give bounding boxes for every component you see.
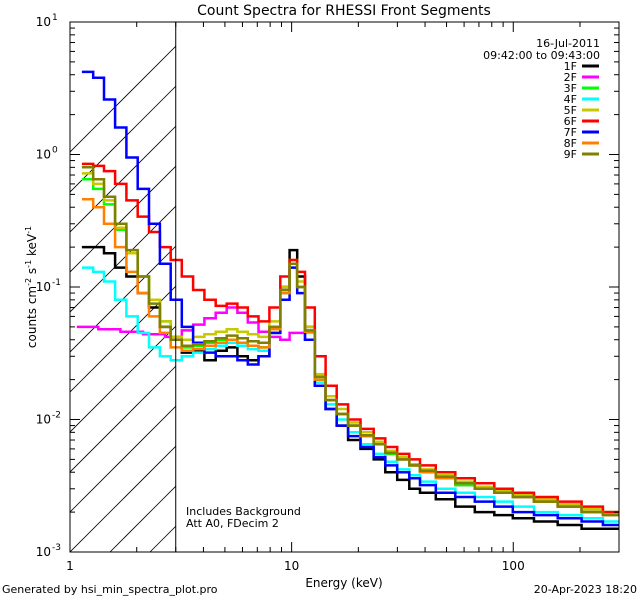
series-group: [76, 70, 619, 530]
x-tick-label: 100: [502, 559, 525, 573]
hatched-region: [70, 22, 619, 552]
footer-generator: Generated by hsi_min_spectra_plot.pro: [2, 583, 218, 596]
legend-label-4f: 4F: [564, 93, 577, 106]
legend-label-2f: 2F: [564, 71, 577, 84]
legend-label-6f: 6F: [564, 115, 577, 128]
footer-timestamp: 20-Apr-2023 18:20: [533, 583, 637, 596]
y-tick-label: 10: [36, 413, 51, 427]
y-tick-exponent: -3: [52, 543, 61, 553]
axis-ticks: [69, 22, 620, 553]
y-tick-exponent: 1: [52, 13, 58, 23]
series-9f: [81, 166, 619, 517]
annotation-attenuator: Att A0, FDecim 2: [186, 517, 279, 530]
y-tick-exponent: -1: [52, 278, 61, 288]
hatch-line: [70, 22, 241, 193]
x-tick-label: 10: [284, 559, 299, 573]
chart-title: Count Spectra for RHESSI Front Segments: [197, 3, 491, 19]
y-tick-label: 10: [36, 545, 51, 559]
legend-label-5f: 5F: [564, 104, 577, 117]
y-tick-exponent: 0: [52, 146, 58, 156]
time-range-label: 09:42:00 to 09:43:00: [483, 49, 600, 62]
legend-label-1f: 1F: [564, 60, 577, 73]
x-tick-label: 1: [66, 559, 74, 573]
legend-label-3f: 3F: [564, 82, 577, 95]
x-tick-labels: 1 10 100: [66, 559, 525, 573]
y-tick-exponent: -2: [52, 411, 61, 421]
legend-label-9f: 9F: [564, 148, 577, 161]
x-axis-label: Energy (keV): [305, 576, 382, 590]
annotation-background: Includes Background: [186, 505, 301, 518]
y-tick-label: 10: [36, 280, 51, 294]
legend-label-8f: 8F: [564, 137, 577, 150]
date-label: 16-Jul-2011: [536, 37, 600, 50]
y-tick-label: 10: [36, 15, 51, 29]
y-axis-label: counts cm-2 s-1 keV-1: [24, 226, 39, 348]
hatch-line: [70, 22, 201, 153]
y-tick-label: 10: [36, 148, 51, 162]
legend-label-7f: 7F: [564, 126, 577, 139]
